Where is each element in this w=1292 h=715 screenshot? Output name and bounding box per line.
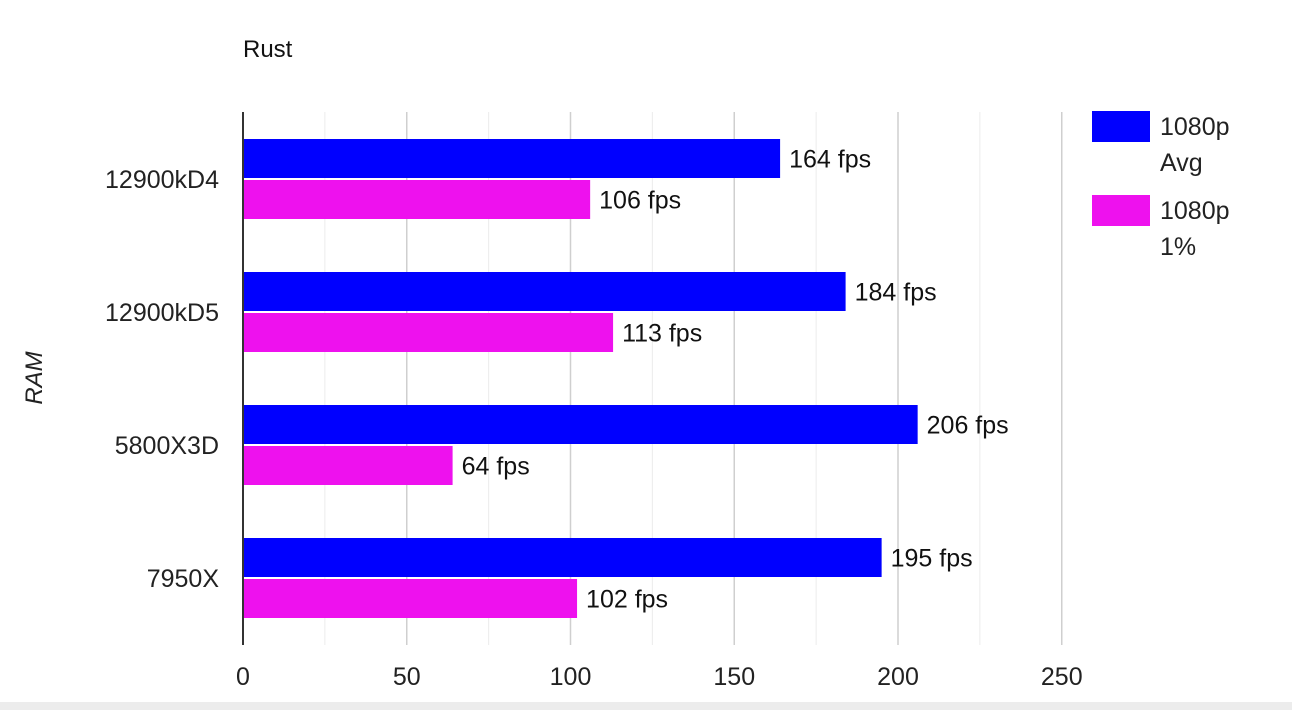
legend-label: 1080p 1%: [1160, 197, 1230, 261]
chart-title: Rust: [243, 36, 293, 63]
bar: [243, 139, 781, 178]
bars: [243, 139, 918, 618]
x-tick-label: 250: [1041, 663, 1083, 691]
x-tick-label: 150: [713, 663, 755, 691]
data-label: 102 fps: [586, 586, 668, 614]
axes: 12900kD4 12900kD5 5800X3D 7950X 0 50 100 150 200…: [105, 112, 1083, 691]
category-label: 12900kD4: [105, 166, 219, 194]
data-label: 64 fps: [462, 453, 530, 481]
bar: [243, 405, 918, 444]
bar: [243, 538, 882, 577]
legend-label: 1080p Avg: [1160, 113, 1230, 177]
x-tick-label: 50: [393, 663, 421, 691]
data-labels: 164 fps 106 fps 184 fps 113 fps 206 fps 64 fp…: [462, 146, 1009, 614]
data-label: 106 fps: [599, 187, 681, 215]
category-label: 5800X3D: [115, 432, 219, 460]
bar: [243, 313, 614, 352]
category-label: 12900kD5: [105, 299, 219, 327]
data-label: 206 fps: [927, 412, 1009, 440]
legend: 1080p Avg 1080p 1%: [1092, 111, 1230, 261]
data-label: 184 fps: [855, 279, 937, 307]
bar: [243, 180, 591, 219]
data-label: 164 fps: [789, 146, 871, 174]
legend-swatch: [1092, 111, 1150, 142]
y-axis-label: RAM: [21, 351, 48, 404]
data-label: 195 fps: [891, 545, 973, 573]
bottom-strip: [0, 702, 1292, 710]
data-label: 113 fps: [622, 320, 702, 348]
x-tick-label: 100: [550, 663, 592, 691]
x-tick-label: 200: [877, 663, 919, 691]
bar: [243, 579, 578, 618]
category-label: 7950X: [147, 565, 220, 593]
bar: [243, 272, 846, 311]
legend-swatch: [1092, 195, 1150, 226]
bar: [243, 446, 453, 485]
x-tick-label: 0: [236, 663, 250, 691]
